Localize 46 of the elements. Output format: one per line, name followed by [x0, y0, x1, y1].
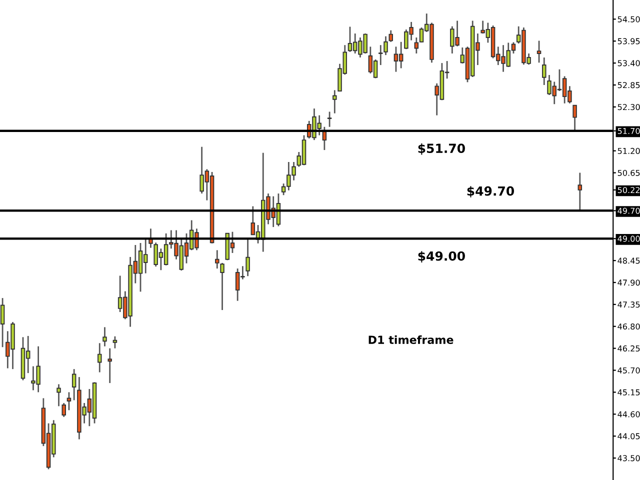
y-tick-label: 47.35 — [618, 302, 640, 308]
y-tick-label: 53.40 — [618, 60, 640, 66]
candlestick — [384, 36, 388, 56]
y-tick-label: 52.85 — [618, 82, 640, 88]
candlestick — [112, 336, 118, 350]
candlestick — [220, 262, 224, 311]
ref-line-label: $51.70 — [418, 143, 465, 155]
ref-line-label: $49.70 — [467, 186, 514, 198]
candlestick — [0, 297, 5, 348]
candlestick — [327, 111, 332, 128]
y-tick-label: 44.05 — [618, 433, 640, 440]
candlestick — [246, 238, 250, 277]
candlestick — [108, 348, 112, 384]
y-tick-label: 49.70 — [618, 208, 640, 214]
candlestick — [578, 172, 582, 211]
y-tick-label: 44.60 — [618, 411, 640, 418]
candlestick — [62, 402, 66, 418]
y-tick-label: 54.50 — [618, 16, 640, 22]
y-tick-label: 43.50 — [618, 455, 640, 462]
candlestick — [98, 342, 102, 373]
candlestick — [572, 104, 577, 131]
candlestick — [102, 326, 107, 348]
y-tick-label: 52.30 — [618, 104, 640, 110]
y-tick-label: 45.15 — [618, 389, 640, 396]
y-tick-label: 48.45 — [618, 258, 640, 264]
y-tick-label: 45.70 — [618, 367, 640, 374]
candlestick — [56, 384, 61, 407]
candlestick — [542, 56, 546, 86]
candlestick — [72, 368, 76, 401]
y-tick-label: 47.90 — [618, 280, 640, 286]
ref-line-label: $49.00 — [418, 251, 465, 262]
y-tick-label: 50.65 — [618, 170, 640, 176]
candlestick — [332, 89, 337, 114]
candlestick — [66, 392, 72, 411]
candlestick — [215, 249, 220, 270]
candlestick — [388, 30, 393, 43]
candlestick — [378, 44, 383, 66]
y-tick-label: 50.22 — [618, 187, 640, 194]
y-tick-label: 49.00 — [618, 236, 640, 242]
y-tick-label: 51.20 — [618, 148, 640, 154]
y-tick-label: 53.95 — [618, 38, 640, 44]
candlestick — [536, 40, 542, 64]
annotation: D1 timeframe — [368, 335, 454, 344]
y-tick-label: 46.80 — [618, 323, 640, 330]
y-tick-label: 46.25 — [618, 345, 640, 352]
y-tick-label: 51.70 — [618, 128, 640, 134]
